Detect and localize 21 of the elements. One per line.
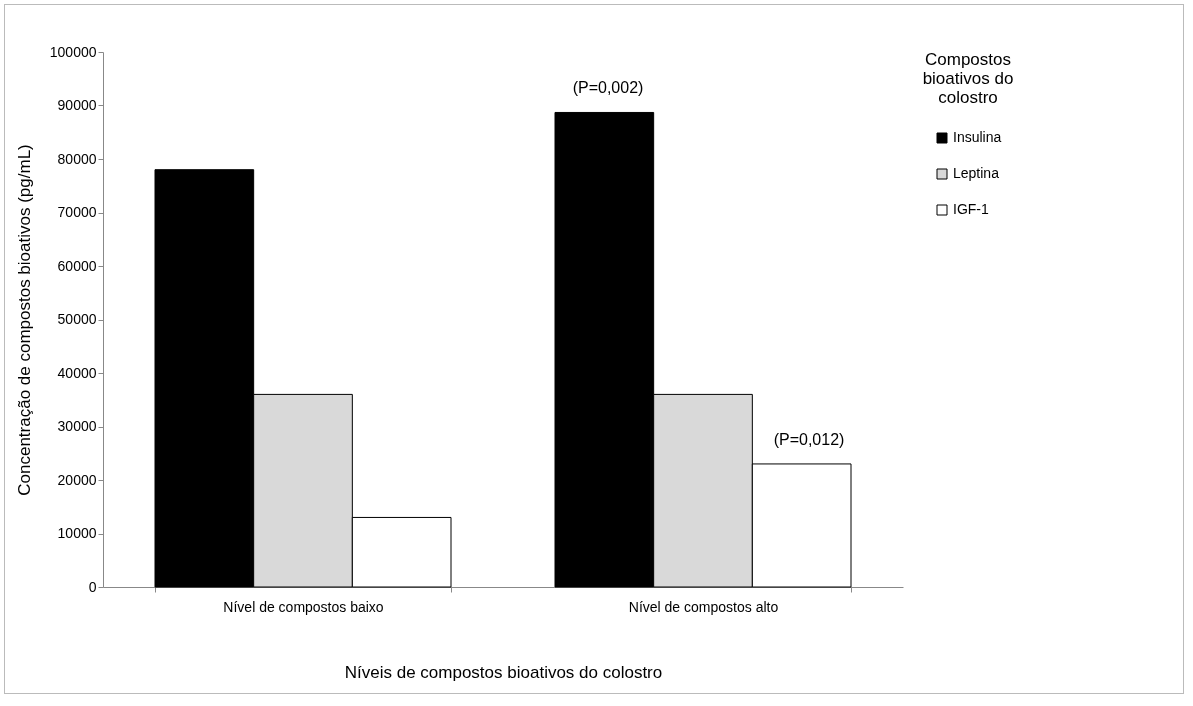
- y-tick-label: 0: [88, 578, 97, 595]
- y-tick-label: 70000: [57, 204, 97, 220]
- legend-title: Compostos bioativos do colostro: [922, 50, 1014, 107]
- y-axis-title: Concentração de compostos bioativos (pg/mL): [14, 144, 34, 496]
- x-tick-label: Nível de compostos baixo: [223, 598, 384, 615]
- x-axis-title: Níveis de compostos bioativos do colostro: [344, 662, 663, 682]
- legend-label: Leptina: [953, 165, 1000, 181]
- y-tick-label: 10000: [57, 525, 97, 541]
- y-tick-label: 30000: [57, 418, 97, 434]
- y-tick-label: 20000: [57, 471, 97, 488]
- y-tick-label: 50000: [57, 311, 97, 327]
- annotation: (P=0,002): [572, 79, 644, 96]
- x-tick-label: Nível de compostos alto: [628, 598, 779, 615]
- y-tick-label: 100000: [49, 43, 97, 60]
- y-tick-label: 40000: [57, 364, 97, 381]
- legend-label: Insulina: [953, 129, 1002, 145]
- y-tick-label: 80000: [57, 150, 97, 167]
- legend-label: IGF-1: [953, 201, 989, 217]
- y-tick-label: 60000: [57, 257, 97, 274]
- annotation: (P=0,012): [773, 431, 845, 448]
- y-tick-label: 90000: [57, 97, 97, 113]
